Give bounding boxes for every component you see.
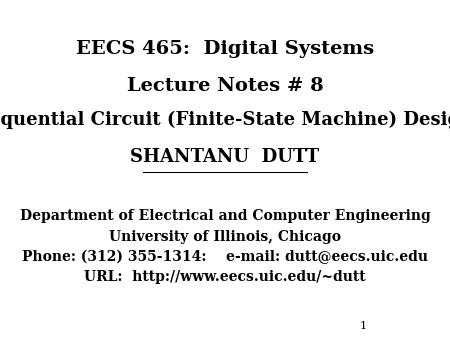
Text: University of Illinois, Chicago: University of Illinois, Chicago: [109, 230, 341, 244]
Text: EECS 465:  Digital Systems: EECS 465: Digital Systems: [76, 40, 374, 58]
Text: Department of Electrical and Computer Engineering: Department of Electrical and Computer En…: [20, 209, 430, 223]
Text: Lecture Notes # 8: Lecture Notes # 8: [127, 77, 323, 95]
Text: Sequential Circuit (Finite-State Machine) Design: Sequential Circuit (Finite-State Machine…: [0, 111, 450, 129]
Text: Phone: (312) 355-1314:    e-mail: dutt@eecs.uic.edu: Phone: (312) 355-1314: e-mail: dutt@eecs…: [22, 250, 428, 264]
Text: SHANTANU  DUTT: SHANTANU DUTT: [130, 148, 320, 166]
Text: 1: 1: [360, 321, 367, 331]
Text: URL:  http://www.eecs.uic.edu/~dutt: URL: http://www.eecs.uic.edu/~dutt: [84, 270, 366, 284]
